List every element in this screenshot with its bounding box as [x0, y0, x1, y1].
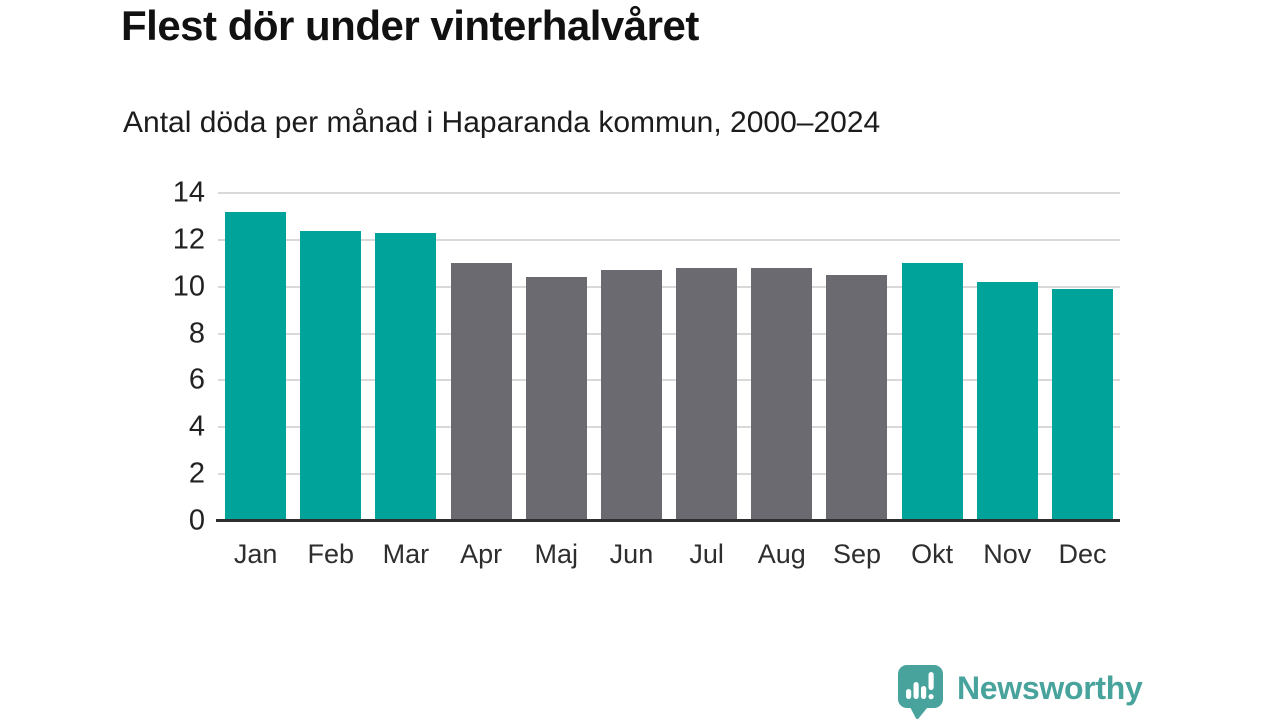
- bar-slot-dec: [1045, 193, 1120, 521]
- bar-slot-mar: [368, 193, 443, 521]
- x-tick-label-maj: Maj: [534, 539, 579, 569]
- x-axis-labels: Jan Feb Mar Apr Maj Jun Jul Aug Sep Okt Nov Dec: [218, 539, 1120, 570]
- newsworthy-logo-icon: [898, 665, 943, 719]
- gridline-4: [218, 426, 1120, 429]
- y-tick-label-8: 8: [188, 317, 205, 350]
- gridline-8: [218, 332, 1120, 335]
- bar-aug: [751, 267, 813, 521]
- page-title: Flest dör under vinterhalvåret: [121, 2, 699, 49]
- bar-slot-maj: [519, 193, 594, 521]
- gridline-12: [218, 238, 1120, 241]
- brand-name: Newsworthy: [957, 670, 1143, 706]
- y-tick-label-2: 2: [188, 457, 205, 490]
- x-tick-label-mar: Mar: [382, 539, 430, 569]
- bar-slot-sep: [819, 193, 894, 521]
- plot-area: [216, 192, 1120, 522]
- gridline-6: [218, 379, 1120, 382]
- x-tick-label-sep: Sep: [832, 539, 881, 569]
- x-tick-label-jun: Jun: [609, 539, 654, 569]
- bar-mar: [375, 232, 437, 521]
- bar-slot-nov: [970, 193, 1045, 521]
- x-tick-label-okt: Okt: [911, 539, 954, 569]
- bar-dec: [1051, 289, 1113, 521]
- bar-slot-jun: [594, 193, 669, 521]
- y-tick-label-12: 12: [172, 223, 205, 256]
- bar-slot-okt: [895, 193, 970, 521]
- y-axis-labels: 0 2 4 6 8 10 12 14: [120, 178, 205, 535]
- x-tick-label-dec: Dec: [1058, 539, 1107, 569]
- x-tick-label-nov: Nov: [983, 539, 1032, 569]
- y-tick-label-10: 10: [172, 270, 205, 303]
- bar-slot-jan: [218, 193, 293, 521]
- bar-maj: [525, 277, 587, 521]
- chart-subtitle: Antal döda per månad i Haparanda kommun,…: [123, 106, 881, 139]
- y-tick-label-0: 0: [188, 504, 205, 537]
- x-tick-label-jan: Jan: [233, 539, 278, 569]
- x-tick-label-apr: Apr: [460, 539, 503, 569]
- x-tick-label-feb: Feb: [307, 539, 355, 569]
- bar-slot-feb: [293, 193, 368, 521]
- bar-sep: [826, 275, 888, 521]
- y-tick-label-6: 6: [188, 363, 205, 396]
- gridline-2: [218, 473, 1120, 476]
- bar-jun: [600, 270, 662, 521]
- bar-apr: [450, 263, 512, 521]
- bar-slot-aug: [744, 193, 819, 521]
- bar-slot-apr: [444, 193, 519, 521]
- x-tick-label-jul: Jul: [689, 539, 724, 569]
- bar-series: [218, 193, 1120, 521]
- x-tick-label-aug: Aug: [757, 539, 806, 569]
- bar-jan: [225, 211, 287, 521]
- x-axis-line: [216, 519, 1120, 522]
- bar-slot-jul: [669, 193, 744, 521]
- brand-lockup: Newsworthy: [897, 664, 1143, 719]
- gridline-10: [218, 285, 1120, 288]
- bar-jul: [676, 267, 738, 521]
- bar-nov: [976, 282, 1038, 521]
- bar-okt: [901, 263, 963, 521]
- bar-feb: [300, 230, 362, 521]
- y-tick-label-14: 14: [172, 176, 205, 209]
- gridline-14: [218, 192, 1120, 194]
- y-tick-label-4: 4: [188, 410, 205, 443]
